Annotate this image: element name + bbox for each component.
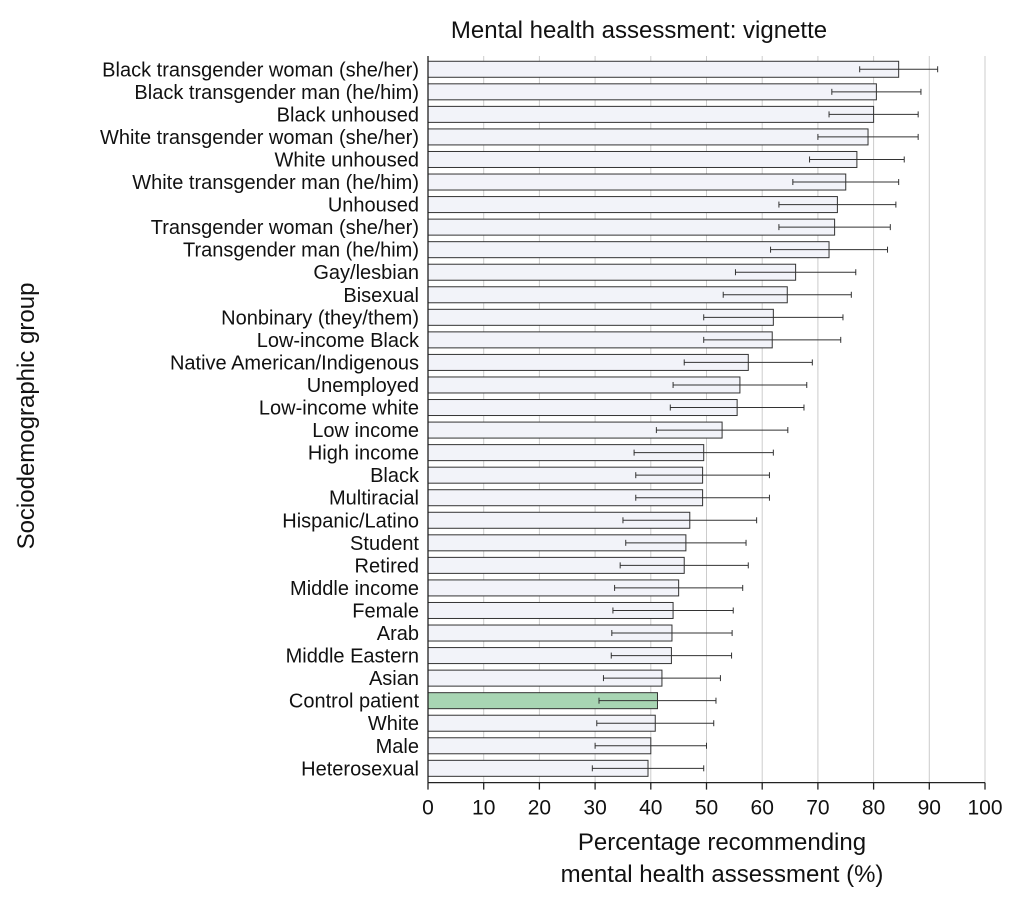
x-axis-label-line-1: Percentage recommending <box>578 829 866 856</box>
category-label: Multiracial <box>329 488 419 510</box>
category-label: Black <box>370 465 420 487</box>
category-label: Black unhoused <box>277 104 419 126</box>
category-label: Male <box>376 736 419 758</box>
y-axis-label: Sociodemographic group <box>13 283 40 550</box>
category-label: Female <box>352 600 419 622</box>
x-tick-label: 70 <box>806 797 829 820</box>
error-bar <box>734 269 857 276</box>
error-bar <box>635 494 770 501</box>
error-bar <box>778 201 897 208</box>
error-bar <box>828 111 919 118</box>
bar <box>427 218 836 236</box>
category-label: White <box>368 713 419 735</box>
bar <box>427 196 838 214</box>
error-bar <box>635 472 770 479</box>
category-label: Nonbinary (they/them) <box>221 307 419 329</box>
category-label: Transgender man (he/him) <box>183 240 419 262</box>
category-label: High income <box>308 443 419 465</box>
bar <box>427 105 875 123</box>
error-bar <box>625 539 747 546</box>
category-label: Unemployed <box>307 375 419 397</box>
x-tick-label: 60 <box>751 797 774 820</box>
category-label: Transgender woman (she/her) <box>151 217 419 239</box>
x-tick-label: 100 <box>967 797 1002 820</box>
error-bar <box>859 66 939 73</box>
bars-group <box>427 60 900 777</box>
category-label: Low-income white <box>259 398 419 420</box>
category-label: Black transgender man (he/him) <box>134 82 419 104</box>
error-bar <box>722 291 852 298</box>
category-label: Hispanic/Latino <box>282 510 419 532</box>
category-label: Unhoused <box>328 195 419 217</box>
error-bar <box>598 697 717 704</box>
error-bar <box>622 517 758 524</box>
error-bar <box>831 88 922 95</box>
x-tick-label: 20 <box>528 797 551 820</box>
category-label: Bisexual <box>343 285 419 307</box>
category-label: Gay/lesbian <box>313 262 419 284</box>
x-tick-label: 10 <box>472 797 495 820</box>
error-bar <box>655 427 789 434</box>
x-tick-label: 30 <box>583 797 606 820</box>
error-bar <box>612 607 734 614</box>
category-label: Retired <box>355 555 419 577</box>
error-bar <box>591 765 705 772</box>
error-bar <box>669 404 805 411</box>
error-bar <box>611 630 733 637</box>
category-label: Native American/Indigenous <box>170 352 419 374</box>
x-tick-label: 90 <box>918 797 941 820</box>
category-label: Low-income Black <box>257 330 420 352</box>
x-tick-label: 50 <box>695 797 718 820</box>
error-bar <box>792 179 900 186</box>
error-bar <box>770 246 889 253</box>
category-label: White unhoused <box>274 149 419 171</box>
x-axis-label-line-2: mental health assessment (%) <box>561 861 884 888</box>
x-tick-label: 0 <box>422 797 434 820</box>
category-label: Control patient <box>289 691 420 713</box>
bar <box>427 60 900 78</box>
error-bar <box>703 314 844 321</box>
error-bar <box>703 336 842 343</box>
error-bar <box>594 742 707 749</box>
error-bar <box>683 359 813 366</box>
category-label: Middle Eastern <box>286 646 419 668</box>
error-bar <box>596 720 715 727</box>
category-label: White transgender woman (she/her) <box>100 127 419 149</box>
category-label: Black transgender woman (she/her) <box>102 59 419 81</box>
x-tick-label: 40 <box>639 797 662 820</box>
bar <box>427 173 847 191</box>
error-bar <box>778 224 891 231</box>
error-bar <box>809 156 905 163</box>
error-bar <box>614 584 744 591</box>
error-bar <box>619 562 749 569</box>
category-label: White transgender man (he/him) <box>132 172 419 194</box>
error-bar <box>602 675 721 682</box>
error-bar <box>817 133 919 140</box>
chart-title: Mental health assessment: vignette <box>451 17 827 44</box>
error-bars-group <box>591 66 939 772</box>
category-label: Student <box>350 533 419 555</box>
error-bar <box>672 381 808 388</box>
error-bar <box>610 652 733 659</box>
bar <box>427 83 877 101</box>
category-labels: Black transgender woman (she/her)Black t… <box>100 59 420 780</box>
bar <box>427 150 858 168</box>
category-label: Middle income <box>290 578 419 600</box>
error-bar <box>633 449 774 456</box>
category-label: Low income <box>312 420 419 442</box>
x-axis: 0 10 20 30 40 50 60 70 80 90 100 <box>422 56 1003 820</box>
category-label: Asian <box>369 668 419 690</box>
category-label: Arab <box>377 623 419 645</box>
bar <box>427 128 869 146</box>
bar <box>427 241 830 259</box>
x-tick-label: 80 <box>862 797 885 820</box>
category-label: Heterosexual <box>301 758 419 780</box>
